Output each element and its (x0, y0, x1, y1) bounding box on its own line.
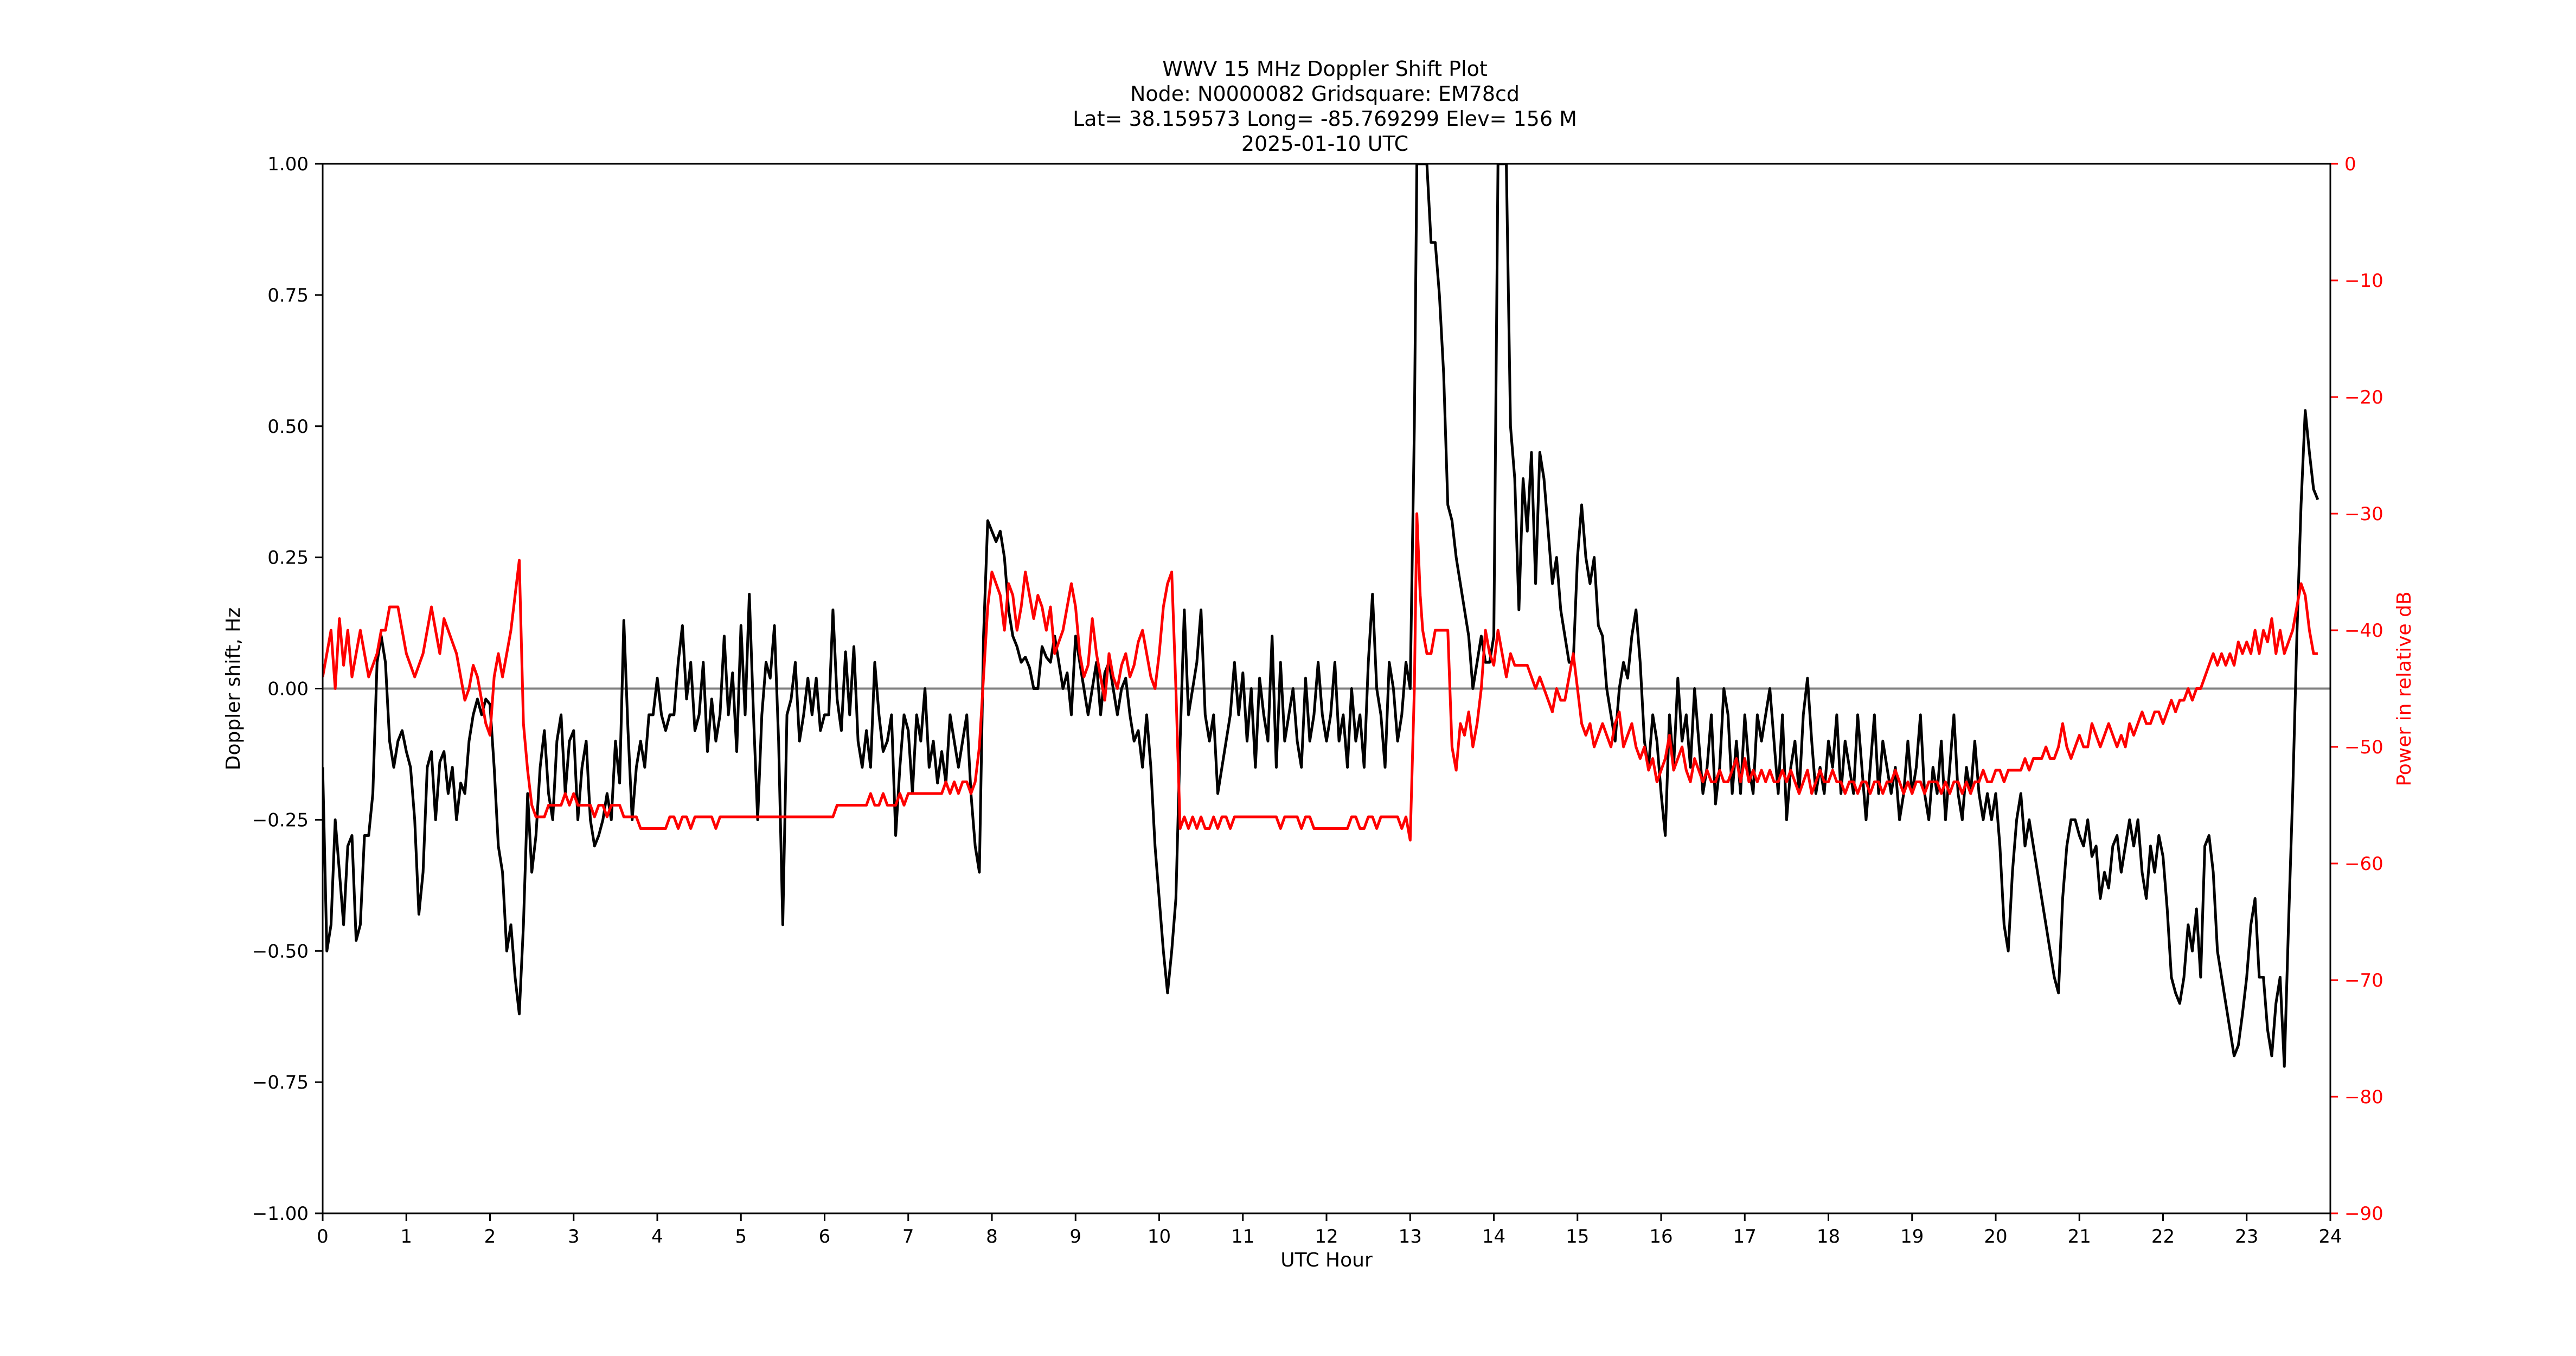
x-tick-label: 14 (1482, 1226, 1505, 1248)
x-tick-label: 1 (400, 1226, 412, 1248)
x-tick-label: 11 (1231, 1226, 1254, 1248)
x-tick-label: 10 (1148, 1226, 1171, 1248)
y2-tick-label: −50 (2344, 737, 2383, 758)
x-tick-label: 18 (1817, 1226, 1840, 1248)
y2-axis-label: Power in relative dB (2393, 591, 2415, 786)
y-tick-label: −0.50 (252, 941, 309, 962)
y2-tick-label: −70 (2344, 970, 2383, 992)
chart-title: WWV 15 MHz Doppler Shift Plot Node: N000… (1073, 57, 1577, 156)
y-tick-label: 0.75 (267, 285, 309, 306)
x-tick-label: 24 (2318, 1226, 2342, 1248)
left-axis: −1.00 −0.75 −0.50 −0.25 0.00 0.25 0.50 0.75 1.00 (252, 153, 323, 1225)
x-tick-label: 16 (1649, 1226, 1673, 1248)
plot-frame (322, 163, 2331, 1214)
y2-tick-label: −10 (2344, 270, 2383, 292)
x-tick-label: 7 (902, 1226, 914, 1248)
x-tick-label: 9 (1069, 1226, 1081, 1248)
x-tick-label: 20 (1984, 1226, 2007, 1248)
y-tick-label: −0.75 (252, 1072, 309, 1093)
y2-tick-label: −20 (2344, 387, 2383, 408)
y2-tick-label: 0 (2344, 153, 2356, 175)
x-tick-label: 6 (819, 1226, 831, 1248)
doppler-series-line (323, 164, 2319, 1068)
title-line-3: Lat= 38.159573 Long= -85.769299 Elev= 15… (1073, 107, 1577, 131)
x-tick-label: 23 (2235, 1226, 2258, 1248)
right-axis: −90 −80 −70 −60 −50 −40 −30 −20 −10 0 (2329, 153, 2383, 1225)
x-axis: 0 1 2 3 4 5 6 7 8 9 10 11 12 13 14 15 16 17 18 19 20 21 22 23 24 (317, 1213, 2342, 1248)
x-axis-label: UTC Hour (1280, 1249, 1373, 1271)
y-axis-label: Doppler shift, Hz (222, 607, 245, 770)
y2-tick-label: −30 (2344, 503, 2383, 525)
x-tick-label: 12 (1315, 1226, 1338, 1248)
x-tick-label: 3 (568, 1226, 580, 1248)
x-tick-label: 2 (484, 1226, 496, 1248)
y-tick-label: 0.00 (267, 679, 309, 700)
x-tick-label: 4 (651, 1226, 663, 1248)
title-line-1: WWV 15 MHz Doppler Shift Plot (1162, 57, 1488, 81)
y2-tick-label: −60 (2344, 853, 2383, 875)
y-tick-label: 1.00 (267, 153, 309, 175)
x-tick-label: 8 (986, 1226, 998, 1248)
x-tick-label: 17 (1733, 1226, 1757, 1248)
y-tick-label: 0.50 (267, 416, 309, 438)
plot-area (323, 164, 2330, 1068)
power-series-line (323, 512, 2318, 842)
x-tick-label: 15 (1566, 1226, 1589, 1248)
x-tick-label: 22 (2151, 1226, 2175, 1248)
x-tick-label: 5 (735, 1226, 747, 1248)
y2-tick-label: −80 (2344, 1086, 2383, 1108)
y2-tick-label: −40 (2344, 620, 2383, 642)
x-tick-label: 21 (2068, 1226, 2091, 1248)
y2-tick-label: −90 (2344, 1203, 2383, 1225)
y-tick-label: 0.25 (267, 547, 309, 569)
x-tick-label: 0 (317, 1226, 329, 1248)
title-line-2: Node: N0000082 Gridsquare: EM78cd (1130, 82, 1520, 106)
y-tick-label: −0.25 (252, 809, 309, 831)
title-line-4: 2025-01-10 UTC (1241, 132, 1408, 156)
y-tick-label: −1.00 (252, 1203, 309, 1225)
x-tick-label: 13 (1399, 1226, 1422, 1248)
x-tick-label: 19 (1900, 1226, 1924, 1248)
